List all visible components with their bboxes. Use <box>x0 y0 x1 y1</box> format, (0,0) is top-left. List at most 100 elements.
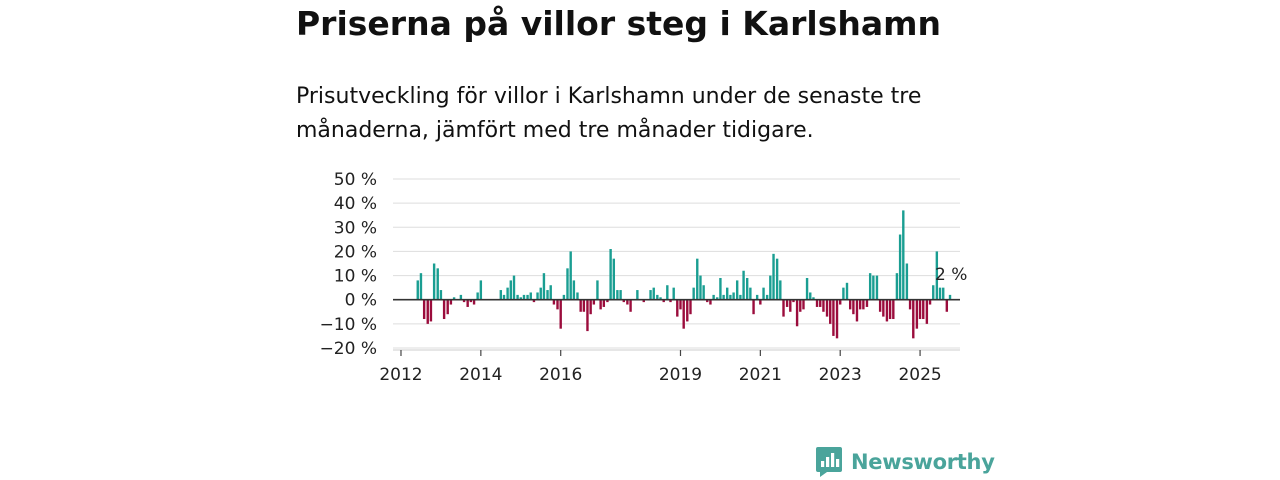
bar <box>918 299 922 320</box>
bar <box>619 290 622 300</box>
bar <box>442 299 446 320</box>
bar <box>472 299 476 305</box>
bar <box>742 270 745 300</box>
bar <box>569 251 572 300</box>
bar <box>775 258 779 300</box>
bar <box>522 294 526 300</box>
bar <box>429 299 433 322</box>
bar <box>512 275 516 300</box>
x-tick-label: 2023 <box>819 365 862 385</box>
bar <box>935 251 939 300</box>
chart-subtitle: Prisutveckling för villor i Karlshamn un… <box>296 84 922 143</box>
bar <box>519 297 522 300</box>
bar <box>716 297 719 300</box>
bar <box>822 299 825 312</box>
bar <box>652 287 655 300</box>
bar <box>692 287 695 300</box>
bar <box>602 299 606 307</box>
bar-chart: 50 %40 %30 %20 %10 %0 %−10 %−20 % 2012 20… <box>320 170 968 385</box>
chart-gridlines <box>393 178 960 349</box>
bar <box>805 277 809 300</box>
y-tick-label: 50 % <box>334 170 377 190</box>
bar <box>745 277 749 300</box>
bar <box>566 268 569 300</box>
bar <box>719 277 722 300</box>
bar <box>592 299 596 305</box>
bar <box>852 299 855 315</box>
bar <box>656 294 659 300</box>
x-axis: 2012 2014 2016 2019 2021 2023 2025 <box>379 349 960 385</box>
bar <box>905 263 909 300</box>
bar <box>562 294 566 300</box>
bar <box>752 299 755 315</box>
bar <box>785 299 789 307</box>
chart-title: Priserna på villor steg i Karlshamn <box>296 4 941 43</box>
bar <box>682 299 685 329</box>
bar <box>469 299 473 303</box>
bar <box>772 253 775 300</box>
newsworthy-logo: Newsworthy <box>815 446 995 478</box>
bar <box>945 299 949 312</box>
bar <box>868 273 872 300</box>
bar <box>832 299 835 336</box>
y-tick-label: −20 % <box>320 339 377 359</box>
bar <box>706 299 709 303</box>
bar <box>942 287 945 300</box>
bar <box>769 275 772 300</box>
bar <box>875 275 879 300</box>
bar <box>462 299 466 303</box>
bar <box>556 299 559 310</box>
bar <box>815 299 819 307</box>
bar <box>432 263 436 300</box>
bar <box>912 299 915 339</box>
bar <box>902 210 905 300</box>
y-axis-labels: 50 % 40 % 30 % 20 % 10 % 0 % −10 % −20 % <box>320 170 377 359</box>
bar <box>739 294 742 300</box>
bar <box>795 299 799 327</box>
bar <box>888 299 892 320</box>
bar <box>676 299 679 317</box>
newsworthy-logo-icon <box>816 447 842 477</box>
bar <box>892 299 895 320</box>
bar <box>579 299 582 312</box>
x-tick-label: 2014 <box>459 365 502 385</box>
bar <box>789 299 792 312</box>
bar <box>542 273 546 300</box>
bar <box>825 299 829 317</box>
bar <box>842 287 845 300</box>
bar <box>878 299 882 312</box>
bar <box>499 290 503 300</box>
bar <box>726 287 729 300</box>
bar <box>636 290 639 300</box>
bar <box>679 299 682 310</box>
bar <box>426 299 429 324</box>
newsworthy-wordmark: Newsworthy <box>851 450 995 474</box>
bar <box>606 299 609 303</box>
bar <box>696 258 699 300</box>
bar <box>809 292 812 300</box>
bar <box>506 287 509 300</box>
y-tick-label: 30 % <box>334 218 377 238</box>
bar <box>612 258 616 300</box>
bar <box>835 299 839 339</box>
last-value-label: 2 % <box>935 265 967 285</box>
bar <box>669 299 672 303</box>
bar <box>422 299 426 320</box>
bar <box>532 299 536 303</box>
bar <box>509 280 512 300</box>
x-tick-label: 2025 <box>898 365 941 385</box>
y-tick-label: 10 % <box>334 267 377 287</box>
bar <box>559 299 562 329</box>
bar <box>765 294 769 300</box>
bar <box>898 234 902 300</box>
bar <box>552 299 556 305</box>
x-tick-label: 2019 <box>659 365 702 385</box>
bar <box>436 268 439 300</box>
bar <box>589 299 592 315</box>
bar <box>922 299 925 320</box>
chart-bars <box>416 210 952 339</box>
bar <box>659 297 662 300</box>
bar <box>699 275 702 300</box>
bar <box>622 299 625 303</box>
bar <box>702 285 705 300</box>
